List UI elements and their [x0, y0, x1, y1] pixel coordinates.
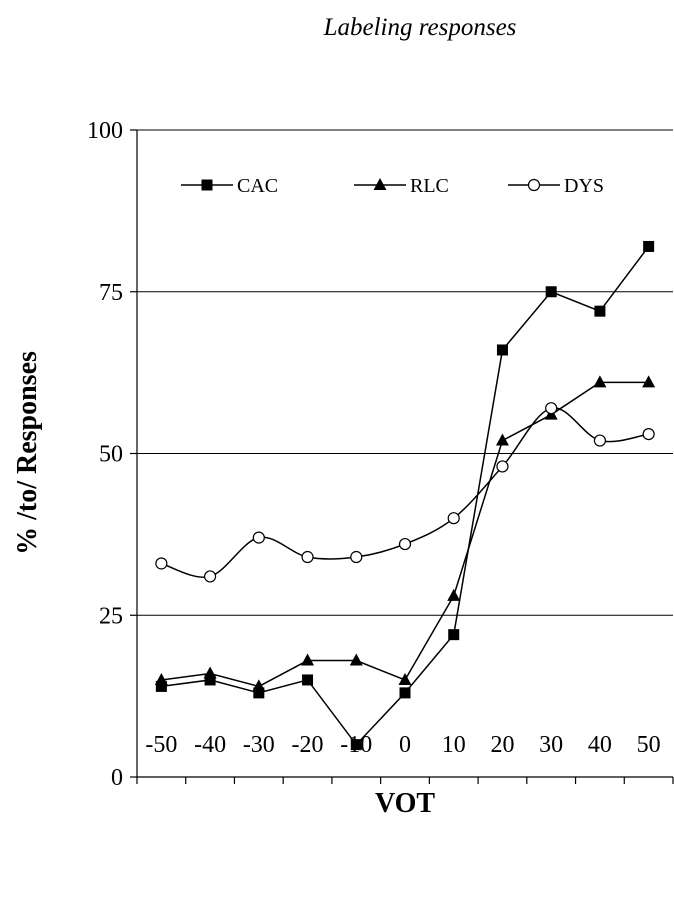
data-point-cac: [643, 240, 655, 252]
x-tick-label: 30: [539, 732, 563, 758]
y-tick-label: 0: [111, 765, 123, 791]
data-point-cac: [594, 305, 606, 317]
data-point-rlc: [447, 588, 461, 601]
data-point-cac: [302, 674, 314, 686]
data-point-dys: [252, 531, 265, 544]
data-point-rlc: [642, 375, 656, 388]
series-line-dys: [161, 407, 649, 578]
legend-marker-cac: [201, 179, 213, 191]
x-tick-label: 50: [637, 732, 661, 758]
series-dys: [155, 402, 655, 583]
legend: CAC RLC DYS: [181, 175, 604, 197]
data-point-cac: [350, 739, 362, 751]
data-point-dys: [398, 537, 412, 551]
data-point-dys: [496, 460, 509, 473]
data-point-rlc: [593, 375, 607, 388]
data-point-dys: [642, 427, 655, 441]
chart-title: Labeling responses: [323, 14, 517, 41]
legend-marker-rlc: [373, 178, 387, 190]
series-cac: [155, 240, 655, 751]
data-point-rlc: [495, 433, 509, 446]
data-point-dys: [155, 557, 168, 570]
data-point-cac: [448, 629, 460, 641]
x-tick-label: -50: [145, 732, 177, 758]
x-tick-label: 0: [399, 732, 411, 758]
x-tick-label: -40: [194, 732, 226, 758]
data-point-dys: [593, 434, 607, 447]
data-point-rlc: [301, 653, 315, 666]
x-tick-labels: -50-40-30-20-1001020304050: [145, 732, 660, 758]
y-tick-label: 75: [99, 280, 123, 306]
y-tick-label: 100: [87, 118, 123, 144]
legend-marker-dys: [527, 178, 541, 192]
series-line-rlc: [161, 381, 649, 688]
data-point-dys: [301, 550, 314, 564]
data-point-dys: [447, 512, 460, 525]
series-rlc: [154, 375, 656, 692]
data-point-rlc: [398, 672, 412, 685]
data-point-rlc: [349, 653, 363, 666]
data-point-cac: [399, 687, 411, 699]
gridlines: [137, 129, 673, 616]
legend-label-cac: CAC: [237, 175, 278, 197]
data-point-cac: [155, 680, 167, 692]
series-line-cac: [161, 246, 650, 746]
x-tick-label: 40: [588, 732, 612, 758]
data-point-cac: [496, 344, 508, 356]
data-point-cac: [545, 286, 557, 298]
axes: [130, 129, 674, 784]
data-point-rlc: [252, 679, 266, 692]
data-point-cac: [204, 674, 216, 686]
x-tick-label: 20: [490, 732, 514, 758]
x-tick-label: -30: [243, 732, 275, 758]
legend-item-cac: CAC: [181, 175, 278, 197]
data-point-dys: [350, 550, 363, 564]
data-point-cac: [253, 687, 265, 699]
data-point-rlc: [203, 666, 217, 679]
data-point-dys: [203, 570, 217, 583]
data-point-dys: [545, 402, 558, 415]
y-tick-labels: 0 25 50 75 100: [87, 118, 123, 791]
y-tick-label: 25: [99, 603, 123, 629]
legend-label-rlc: RLC: [410, 175, 449, 197]
x-axis-title: VOT: [375, 788, 435, 819]
legend-label-dys: DYS: [564, 175, 604, 197]
legend-item-rlc: RLC: [354, 175, 449, 197]
legend-item-dys: DYS: [508, 175, 604, 197]
data-point-rlc: [154, 672, 168, 685]
y-axis-title: % /to/ Responses: [12, 351, 43, 555]
y-tick-label: 50: [99, 442, 123, 468]
x-tick-label: 10: [442, 732, 466, 758]
series-layer: [154, 240, 656, 751]
x-tick-label: -20: [292, 732, 324, 758]
